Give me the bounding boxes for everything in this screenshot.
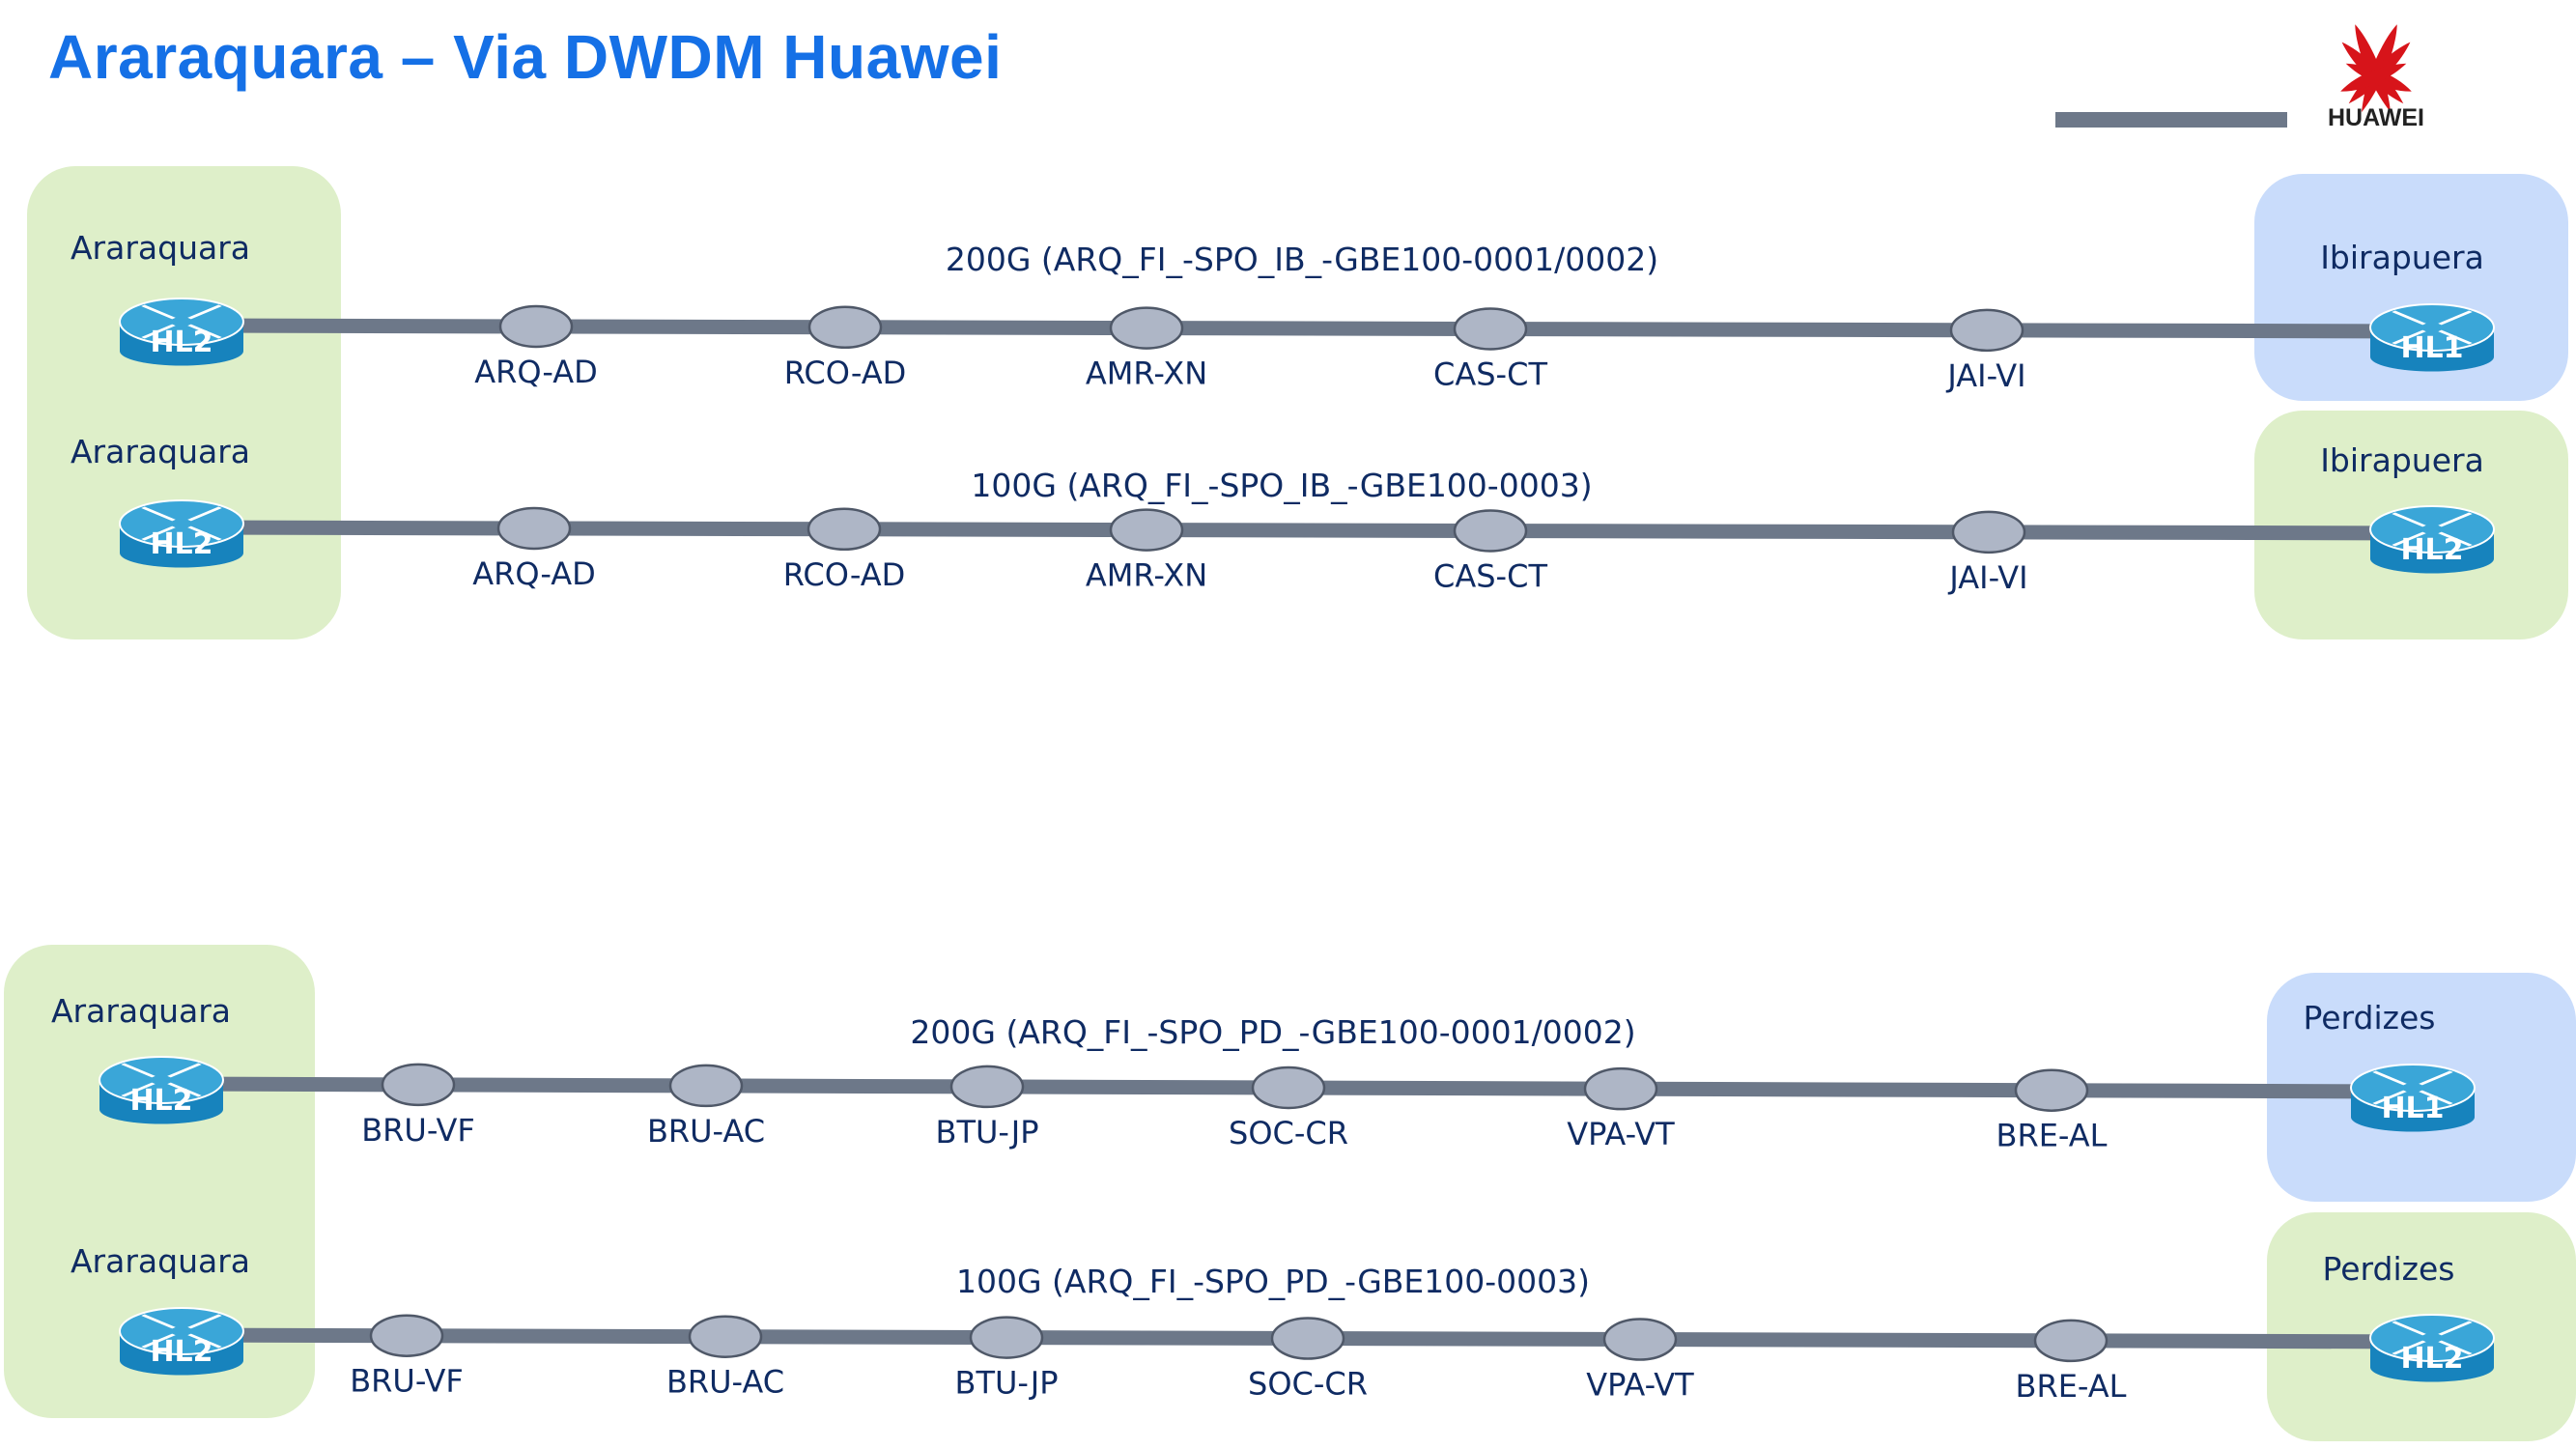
router-label: HL2 xyxy=(150,527,212,561)
dwdm-node-label: SOC-CR xyxy=(1248,1366,1368,1403)
target-router-icon[interactable]: HL2 xyxy=(2369,505,2495,574)
dwdm-node-label: AMR-XN xyxy=(1086,557,1207,594)
source-site-label: Araraquara xyxy=(71,433,250,470)
router-label: HL2 xyxy=(2400,533,2463,567)
dwdm-node[interactable] xyxy=(688,1315,763,1358)
huawei-logo-icon xyxy=(2340,24,2412,113)
dwdm-node-label: BTU-JP xyxy=(955,1365,1059,1402)
header-accent-bar xyxy=(2055,112,2287,128)
dwdm-node-label: CAS-CT xyxy=(1433,355,1547,392)
source-router-icon[interactable]: HL2 xyxy=(119,1307,244,1376)
target-router-icon[interactable]: HL1 xyxy=(2350,1064,2476,1132)
dwdm-node[interactable] xyxy=(1251,1065,1326,1110)
dwdm-node[interactable] xyxy=(2033,1319,2109,1363)
target-router-icon[interactable]: HL1 xyxy=(2369,303,2495,372)
dwdm-node-label: RCO-AD xyxy=(783,556,905,593)
router-arrows-icon xyxy=(141,304,222,339)
router-label: HL1 xyxy=(2381,1092,2444,1125)
dwdm-node-label: BRE-AL xyxy=(1996,1118,2108,1154)
dwdm-node[interactable] xyxy=(807,507,882,552)
dwdm-node[interactable] xyxy=(1583,1066,1658,1111)
target-site-label: Ibirapuera xyxy=(2320,441,2484,479)
dwdm-node[interactable] xyxy=(1453,509,1528,553)
link-label: 100G (ARQ_FI_-SPO_IB_-GBE100-0003) xyxy=(971,467,1592,504)
dwdm-node-label: CAS-CT xyxy=(1433,557,1547,594)
target-router-icon[interactable]: HL2 xyxy=(2369,1314,2495,1382)
router-arrows-icon xyxy=(2392,1321,2473,1355)
source-router-icon[interactable]: HL2 xyxy=(99,1056,224,1124)
router-arrows-icon xyxy=(121,1063,202,1097)
page-title: Araraquara – Via DWDM Huawei xyxy=(48,22,1003,92)
dwdm-node-label: VPA-VT xyxy=(1586,1367,1694,1404)
logo-petal xyxy=(2340,63,2407,92)
dwdm-node[interactable] xyxy=(1602,1318,1678,1361)
router-arrows-icon xyxy=(2392,512,2473,547)
link-label: 100G (ARQ_FI_-SPO_PD_-GBE100-0003) xyxy=(956,1263,1590,1300)
dwdm-node-label: ARQ-AD xyxy=(474,354,598,390)
dwdm-node[interactable] xyxy=(807,305,883,350)
target-site-label: Perdizes xyxy=(2304,999,2436,1037)
huawei-logo-text: HUAWEI xyxy=(2328,104,2424,131)
dwdm-node[interactable] xyxy=(969,1316,1044,1359)
dwdm-node-label: BRU-VF xyxy=(350,1363,464,1400)
dwdm-node-label: AMR-XN xyxy=(1086,355,1207,392)
link-label: 200G (ARQ_FI_-SPO_IB_-GBE100-0001/0002) xyxy=(946,241,1658,278)
router-label: HL2 xyxy=(2400,1342,2463,1376)
dwdm-node-label: BRU-AC xyxy=(647,1113,765,1150)
dwdm-node[interactable] xyxy=(1109,306,1184,350)
router-label: HL1 xyxy=(2400,331,2463,365)
dwdm-node-label: JAI-VI xyxy=(1947,559,2027,596)
dwdm-node[interactable] xyxy=(668,1064,744,1108)
dwdm-node-label: SOC-CR xyxy=(1229,1115,1348,1151)
dwdm-node-label: VPA-VT xyxy=(1567,1116,1675,1152)
dwdm-node-label: RCO-AD xyxy=(784,355,906,391)
router-arrows-icon xyxy=(141,506,222,541)
router-arrows-icon xyxy=(2372,1070,2453,1105)
dwdm-node-label: ARQ-AD xyxy=(472,555,596,592)
source-site-label: Araraquara xyxy=(71,1242,250,1280)
router-label: HL2 xyxy=(150,326,212,359)
dwdm-node[interactable] xyxy=(1949,308,2024,353)
dwdm-node[interactable] xyxy=(1109,508,1184,552)
dwdm-node[interactable] xyxy=(1951,510,2026,554)
dwdm-node[interactable] xyxy=(381,1063,456,1107)
dwdm-node[interactable] xyxy=(369,1314,444,1357)
router-label: HL2 xyxy=(150,1335,212,1369)
dwdm-node[interactable] xyxy=(1270,1317,1345,1360)
link-label: 200G (ARQ_FI_-SPO_PD_-GBE100-0001/0002) xyxy=(910,1013,1635,1051)
dwdm-node[interactable] xyxy=(2014,1068,2089,1112)
dwdm-node-label: JAI-VI xyxy=(1945,357,2025,394)
source-site-label: Araraquara xyxy=(51,992,231,1030)
target-site-label: Ibirapuera xyxy=(2320,239,2484,276)
dwdm-node[interactable] xyxy=(498,304,574,349)
dwdm-node[interactable] xyxy=(1453,307,1528,351)
dwdm-node[interactable] xyxy=(949,1065,1025,1109)
dwdm-node-label: BRE-AL xyxy=(2016,1368,2127,1405)
dwdm-node-label: BTU-JP xyxy=(936,1114,1039,1151)
router-label: HL2 xyxy=(129,1084,192,1118)
target-site-label: Perdizes xyxy=(2323,1250,2455,1288)
source-router-icon[interactable]: HL2 xyxy=(119,499,244,568)
dwdm-node-label: BRU-VF xyxy=(361,1112,475,1149)
router-arrows-icon xyxy=(141,1314,222,1349)
source-site-label: Araraquara xyxy=(71,229,250,267)
router-arrows-icon xyxy=(2392,310,2473,345)
dwdm-node[interactable] xyxy=(496,506,572,551)
source-router-icon[interactable]: HL2 xyxy=(119,298,244,366)
dwdm-node-label: BRU-AC xyxy=(666,1364,784,1401)
